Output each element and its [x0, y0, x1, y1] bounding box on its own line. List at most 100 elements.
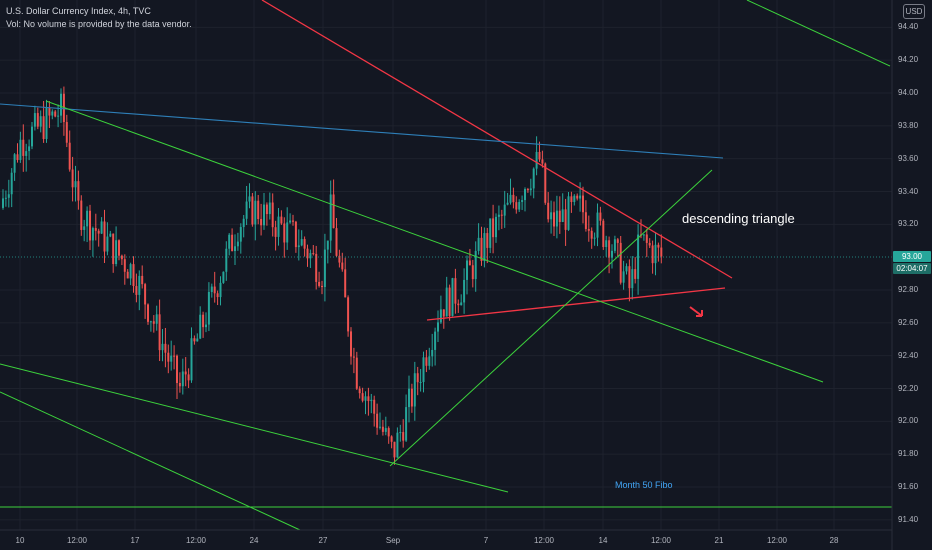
- y-tick-label: 93.60: [898, 153, 919, 163]
- x-tick-label: 7: [483, 536, 489, 545]
- candle-body: [503, 204, 506, 216]
- y-tick-label: 91.60: [898, 482, 919, 491]
- y-tick-label: 91.80: [898, 449, 919, 459]
- candle-body: [318, 281, 321, 286]
- candle-body: [341, 262, 344, 270]
- x-tick-label: 12:00: [185, 536, 207, 545]
- candle-body: [158, 314, 161, 351]
- candle-body: [451, 278, 454, 316]
- candle-body: [120, 255, 123, 260]
- candle-body: [564, 209, 567, 230]
- candle-body: [608, 240, 611, 258]
- candle-body: [448, 287, 451, 316]
- candle-body: [558, 210, 561, 223]
- last-price-tag: 93.00: [893, 251, 931, 262]
- chart-title: U.S. Dollar Currency Index, 4h, TVC: [6, 6, 151, 16]
- candle-body: [294, 221, 297, 248]
- candle-body: [660, 247, 663, 257]
- candle-body: [590, 230, 593, 239]
- y-tick-label: 92.40: [898, 350, 919, 360]
- candle-body: [408, 388, 410, 408]
- candle-body: [309, 253, 312, 259]
- candle-body: [126, 271, 129, 279]
- candle-body: [550, 212, 553, 220]
- candle-body: [387, 428, 390, 437]
- candle-body: [10, 172, 13, 195]
- y-tick-label: 92.80: [898, 285, 919, 294]
- y-tick-label: 93.20: [898, 219, 919, 229]
- candle-body: [277, 216, 280, 237]
- candle-body: [483, 233, 486, 261]
- candle-body: [437, 322, 439, 332]
- candle-body: [480, 237, 483, 261]
- candle-body: [338, 255, 341, 263]
- candle-body: [379, 426, 381, 428]
- candle-body: [390, 436, 393, 442]
- candle-body: [555, 210, 558, 227]
- y-tick-label: 91.40: [898, 514, 919, 524]
- candle-body: [239, 227, 242, 242]
- y-tick-label: 93.80: [898, 120, 919, 130]
- candle-body: [326, 240, 329, 250]
- candle-body: [651, 245, 654, 264]
- candle-body: [100, 221, 103, 234]
- candle-body: [535, 151, 538, 169]
- x-tick-label: 17: [130, 536, 140, 545]
- candle-body: [358, 388, 361, 394]
- candle-body: [283, 223, 286, 243]
- candle-body: [144, 284, 147, 305]
- candle-body: [524, 189, 526, 201]
- candle-body: [89, 210, 91, 241]
- candle-body: [129, 264, 132, 279]
- volume-note: Vol: No volume is provided by the data v…: [6, 19, 192, 29]
- candle-body: [373, 399, 376, 414]
- candle-body: [178, 382, 181, 387]
- candle-body: [173, 355, 176, 357]
- candle-body: [196, 338, 199, 342]
- x-tick-label: 27: [318, 536, 328, 545]
- candle-body: [439, 309, 442, 323]
- candle-body: [292, 220, 294, 222]
- x-tick-label: 28: [829, 536, 839, 545]
- candle-body: [68, 142, 71, 170]
- candle-body: [584, 212, 587, 229]
- candle-body: [648, 242, 651, 246]
- trend-lines: [0, 0, 892, 531]
- candle-body: [306, 248, 309, 259]
- candle-body: [13, 154, 16, 173]
- candle-body: [541, 159, 544, 164]
- candle-body: [280, 216, 283, 224]
- lower-green-channel-line: [0, 363, 509, 493]
- x-tick-label: 12:00: [533, 536, 555, 545]
- candle-body: [4, 197, 7, 199]
- candle-body: [361, 393, 364, 401]
- candle-body: [16, 154, 19, 161]
- candle-body: [57, 115, 60, 117]
- candle-body: [628, 266, 631, 289]
- candle-body: [642, 234, 645, 236]
- candle-body: [405, 407, 408, 441]
- candle-body: [582, 195, 584, 213]
- candle-body: [138, 275, 141, 295]
- candle-body: [509, 194, 512, 203]
- candle-body: [245, 201, 248, 219]
- upper-green-channel-line: [45, 100, 824, 383]
- candle-body: [248, 196, 251, 202]
- candle-body: [645, 234, 648, 243]
- candle-body: [190, 338, 193, 381]
- candle-body: [274, 227, 277, 237]
- candle-body: [303, 239, 306, 249]
- candle-body: [141, 275, 144, 285]
- x-tick-label: 21: [714, 536, 724, 545]
- candle-body: [457, 303, 460, 306]
- currency-badge[interactable]: USD: [903, 4, 925, 19]
- down-arrow-icon: [689, 306, 703, 317]
- candle-body: [263, 204, 265, 226]
- x-tick-label: 12:00: [650, 536, 672, 545]
- candle-body: [332, 194, 335, 229]
- candle-body: [532, 168, 535, 189]
- candle-body: [149, 321, 152, 323]
- candle-body: [147, 304, 149, 322]
- candle-body: [202, 314, 205, 328]
